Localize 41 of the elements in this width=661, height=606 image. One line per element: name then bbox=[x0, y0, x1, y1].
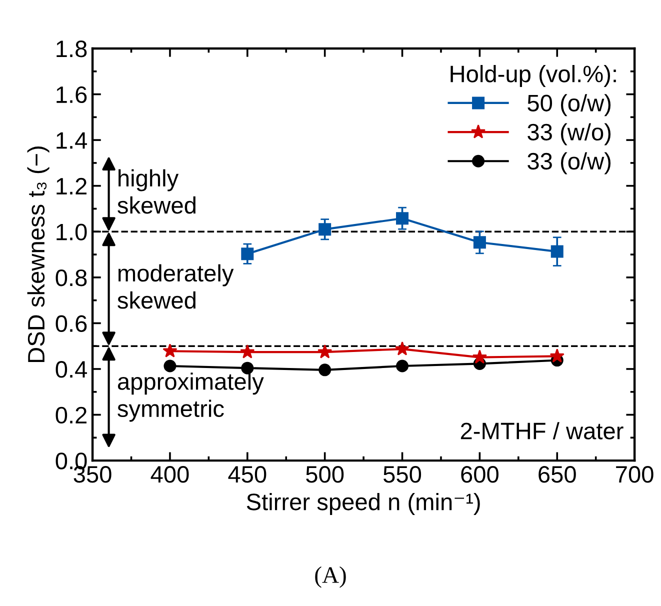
point bbox=[472, 350, 487, 364]
x-tick-label: 550 bbox=[384, 466, 422, 483]
text: (A) bbox=[315, 566, 346, 588]
annotation: 2-MTHF / water bbox=[460, 422, 624, 440]
x-tick-label: 700 bbox=[616, 466, 654, 483]
y-tick-label: 1.0 bbox=[56, 224, 87, 240]
y-tick-label: 0.2 bbox=[56, 406, 86, 424]
annotation: moderately skewed bbox=[118, 264, 234, 309]
x-tick-label: 650 bbox=[538, 466, 576, 483]
point bbox=[550, 245, 564, 258]
x-tick-label: 500 bbox=[306, 466, 344, 483]
y-tick-label: 1.8 bbox=[56, 40, 87, 58]
x-tick-label: 600 bbox=[461, 466, 498, 483]
y-tick-label: 0.8 bbox=[56, 269, 87, 286]
point bbox=[318, 344, 332, 358]
x-tick-label: 400 bbox=[150, 466, 189, 483]
y-tick-label: 1.4 bbox=[56, 132, 87, 149]
annotation: approximately symmetric bbox=[118, 372, 264, 422]
annotation: highly skewed bbox=[118, 169, 196, 214]
point bbox=[318, 223, 332, 236]
point bbox=[473, 236, 486, 249]
point bbox=[394, 341, 410, 356]
y-tick-label: 0.6 bbox=[56, 315, 87, 332]
point bbox=[164, 360, 176, 372]
point bbox=[318, 364, 332, 376]
x-tick-label: 450 bbox=[228, 466, 266, 483]
y-tick-label: 1.2 bbox=[56, 178, 86, 194]
point bbox=[396, 212, 409, 225]
y-axis-title: DSD skewness t₃ (−) bbox=[27, 146, 50, 362]
legend-title: Hold-up (vol.%): bbox=[450, 65, 616, 88]
y-tick-label: 1.6 bbox=[56, 86, 87, 104]
legend-label: 33 (o/w) bbox=[528, 152, 611, 174]
point bbox=[162, 343, 178, 358]
point bbox=[241, 248, 254, 260]
y-tick-label: 0.4 bbox=[56, 361, 87, 378]
point bbox=[550, 348, 564, 362]
point bbox=[240, 344, 255, 358]
point bbox=[396, 360, 409, 372]
legend-label: 50 (o/w) bbox=[528, 94, 611, 116]
x-axis-title: Stirrer speed n (min⁻¹) bbox=[246, 492, 480, 515]
legend-label: 33 (w/o) bbox=[528, 123, 611, 146]
